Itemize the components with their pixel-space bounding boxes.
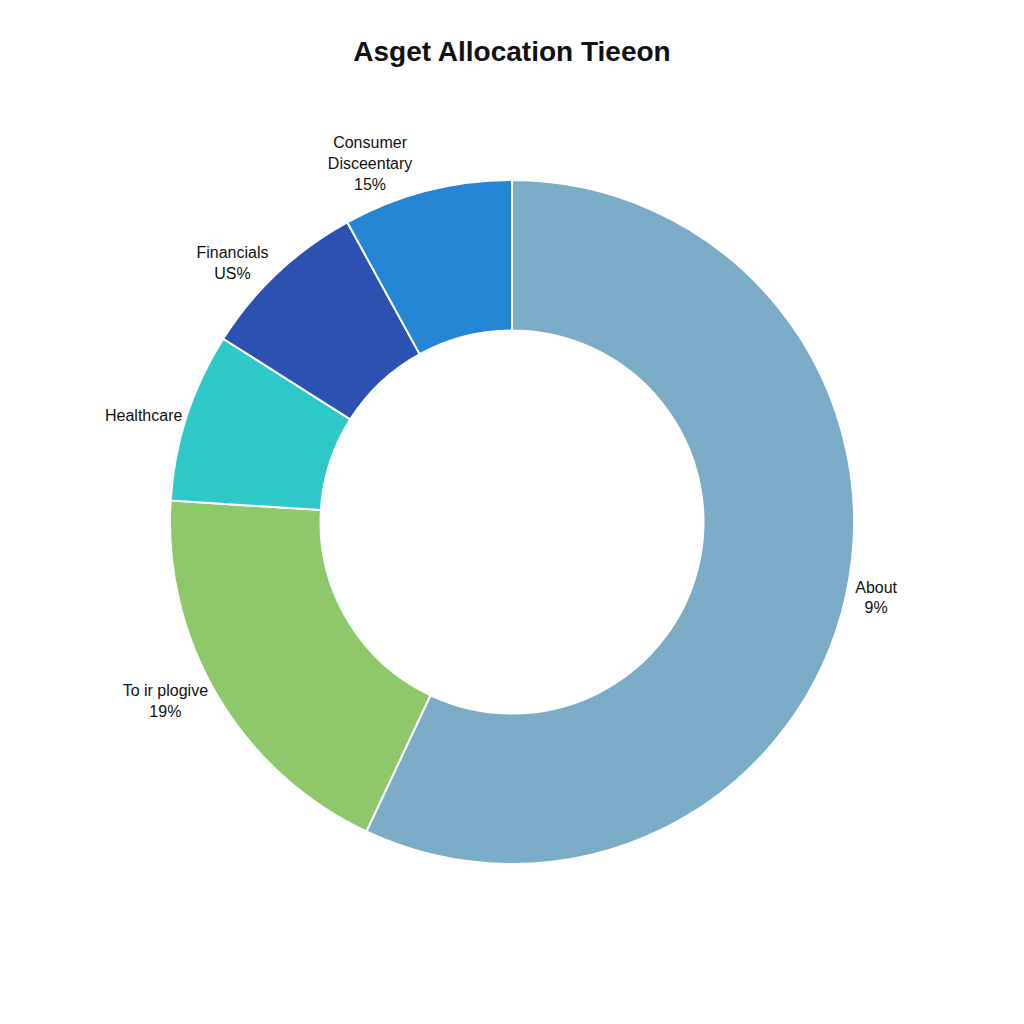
svg-text:To ir plogive19%: To ir plogive19% (123, 682, 208, 720)
svg-text:FinancialsUS%: FinancialsUS% (196, 244, 268, 282)
svg-text:Asget Allocation Tieeon: Asget Allocation Tieeon (353, 36, 670, 67)
svg-text:ConsumerDisceentary15%: ConsumerDisceentary15% (328, 134, 412, 193)
svg-text:Healthcare: Healthcare (105, 407, 182, 424)
svg-text:About9%: About9% (855, 579, 897, 617)
